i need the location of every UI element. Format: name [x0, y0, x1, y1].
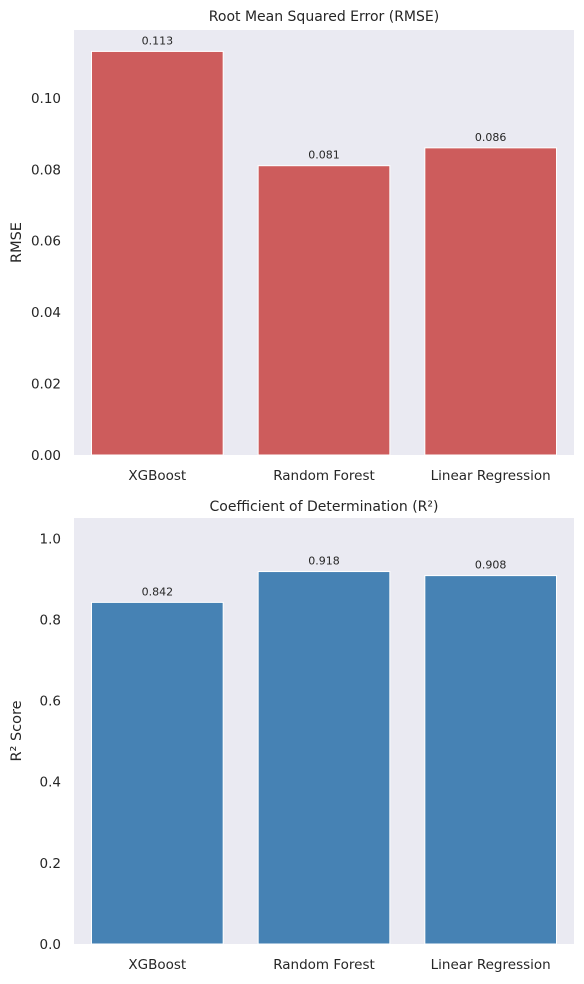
r2-y-tick-label: 0.6	[40, 694, 61, 710]
r2-data-label: 0.842	[142, 585, 174, 598]
rmse-data-label: 0.081	[308, 149, 340, 162]
r2-x-tick-label: Random Forest	[273, 957, 375, 973]
rmse-data-label: 0.086	[475, 131, 507, 144]
r2-bar	[424, 575, 558, 945]
rmse-y-tick-label: 0.00	[31, 448, 61, 464]
rmse-x-tick-label: Random Forest	[273, 468, 375, 484]
rmse-y-tick-label: 0.04	[31, 305, 61, 321]
r2-y-tick-label: 0.2	[40, 856, 61, 872]
rmse-y-tick-label: 0.06	[31, 234, 61, 250]
r2-y-axis-label: R² Score	[9, 700, 25, 761]
r2-chart-title: Coefficient of Determination (R²)	[210, 499, 439, 515]
rmse-bar	[257, 165, 391, 456]
r2-x-tick-label: XGBoost	[128, 957, 186, 973]
r2-bar	[91, 601, 224, 945]
rmse-chart: Root Mean Squared Error (RMSE) 0.00 0.02 0.…	[9, 9, 574, 484]
rmse-bar	[424, 147, 558, 456]
rmse-data-label: 0.113	[142, 34, 174, 47]
r2-data-label: 0.918	[308, 555, 340, 568]
rmse-chart-title: Root Mean Squared Error (RMSE)	[209, 9, 439, 25]
r2-y-tick-label: 0.8	[40, 612, 61, 628]
rmse-y-tick-label: 0.10	[31, 91, 61, 107]
rmse-bar	[91, 50, 224, 456]
r2-data-label: 0.908	[475, 559, 507, 572]
r2-x-tick-label: Linear Regression	[431, 957, 551, 973]
rmse-y-axis-label: RMSE	[9, 222, 25, 263]
r2-y-tick-label: 1.0	[40, 531, 61, 547]
rmse-x-tick-label: Linear Regression	[431, 468, 551, 484]
rmse-x-tick-label: XGBoost	[128, 468, 186, 484]
rmse-y-tick-label: 0.02	[31, 377, 61, 393]
r2-y-tick-label: 0.0	[40, 937, 61, 953]
rmse-y-tick-label: 0.08	[31, 162, 61, 178]
r2-y-tick-label: 0.4	[40, 775, 61, 791]
r2-bar	[257, 571, 391, 945]
r2-chart: Coefficient of Determination (R²) 0.0 0.2 0…	[9, 499, 574, 973]
